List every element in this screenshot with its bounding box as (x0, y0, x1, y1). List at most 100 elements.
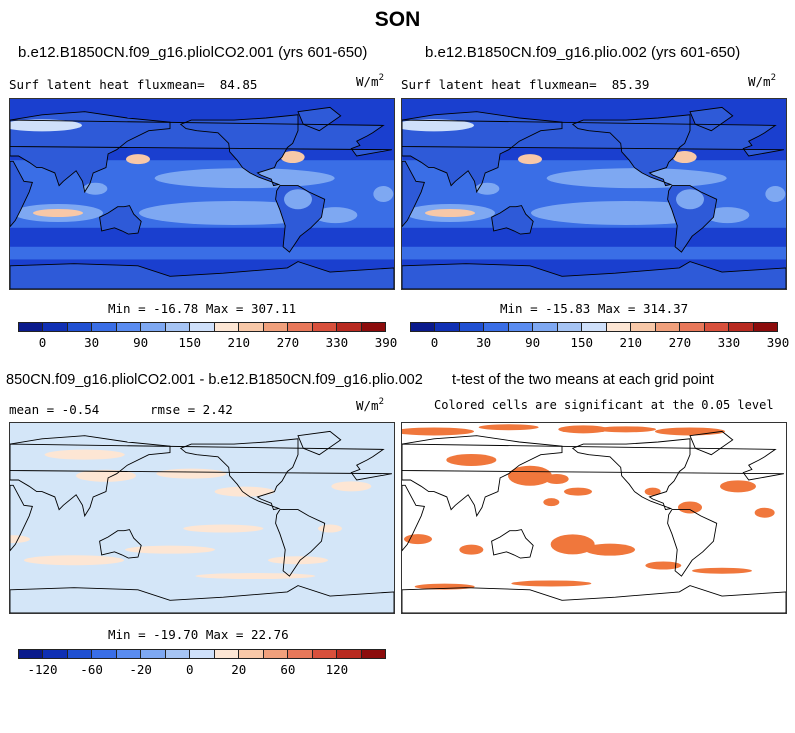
colorbar-tick-label: 20 (231, 662, 247, 677)
coastline-australia (99, 205, 142, 235)
colorbar-tick-label: 120 (325, 662, 349, 677)
colorbar-tick-label: 150 (178, 335, 202, 350)
panel1-map (9, 98, 395, 290)
gulf-stream-peak (672, 151, 697, 164)
colorbar-tick-label: 0 (185, 662, 194, 677)
colorbar-swatch (459, 323, 485, 331)
significant-region (558, 425, 609, 434)
coastline-africa (402, 160, 426, 228)
panel2-mean-value: 85.39 (611, 77, 650, 92)
colorbar-swatch (606, 323, 632, 331)
colorbar-swatch (753, 323, 778, 331)
southern-ocean-band (402, 246, 786, 260)
panel3-units: W/m2 (356, 397, 384, 413)
panel3-map (9, 422, 395, 614)
positive-diff-region (156, 468, 227, 479)
panel3-title: 850CN.f09_g16.pliolCO2.001 - b.e12.B1850… (6, 372, 423, 388)
coastline-antarctic (402, 261, 786, 289)
coastlines (10, 430, 394, 613)
panel1-mean-value: 84.85 (219, 77, 258, 92)
colorbar-swatch (729, 323, 754, 331)
colorbar-swatch (165, 650, 191, 658)
colorbar-swatch (92, 323, 117, 331)
positive-diff-region (125, 545, 215, 554)
panel2-stats: Surf latent heat fluxmean= 85.39 (401, 77, 649, 92)
panel4-map-image (402, 423, 786, 613)
colorbar-swatch (141, 323, 166, 331)
colorbar-swatch (337, 650, 362, 658)
amazon-high-flux (284, 189, 312, 210)
colorbar-swatch (655, 323, 681, 331)
panel1-colorbar (18, 322, 386, 332)
colorbar-tick-label: 270 (276, 335, 300, 350)
siberia-low-flux (10, 119, 82, 132)
colorbar-swatch (190, 323, 215, 331)
colorbar-tick-label: 0 (38, 335, 47, 350)
colorbar-swatch (43, 650, 68, 658)
panel4-subtitle: Colored cells are significant at the 0.0… (434, 398, 774, 412)
coastline-australia (491, 529, 534, 559)
coastline-greenland (297, 430, 342, 456)
significant-region (511, 580, 592, 587)
panel4-map (401, 422, 787, 614)
panel3-rmse: rmse = 2.42 (150, 402, 233, 417)
colorbar-swatch (288, 323, 313, 331)
panel2-mean-label: mean= (559, 77, 597, 92)
significant-region (692, 567, 752, 574)
coastline-samerica (275, 185, 326, 253)
colorbar-swatch (361, 323, 386, 331)
colorbar-swatch (165, 323, 191, 331)
coastline-antarctic (10, 585, 394, 613)
indian-ocean-peak (425, 209, 475, 217)
congo-high-flux (765, 186, 786, 202)
colorbar-swatch (411, 323, 436, 331)
colorbar-swatch (704, 323, 730, 331)
colorbar-swatch (263, 650, 289, 658)
colorbar-swatch (19, 323, 44, 331)
land-australia (99, 205, 142, 235)
coastline-samerica (667, 509, 718, 577)
figure-title: SON (374, 8, 421, 31)
colorbar-swatch (67, 323, 93, 331)
significant-region (478, 424, 539, 431)
coastline-europe (402, 119, 784, 157)
colorbar-swatch (557, 323, 583, 331)
colorbar-tick-label: -20 (129, 662, 152, 677)
colorbar-tick-label: 30 (84, 335, 100, 350)
coastline-namerica (571, 438, 691, 511)
colorbar-swatch (263, 323, 289, 331)
colorbar-tick-label: -120 (27, 662, 58, 677)
positive-diff-region (10, 535, 30, 544)
panel2-map (401, 98, 787, 290)
panel2-map-image (402, 99, 786, 289)
panel1-map-image (10, 99, 394, 289)
coastline-greenland (297, 106, 342, 132)
panel2-colorbar-ticks: 0 30 90 150 210 270 330 390 (410, 335, 790, 351)
panel3-colorbar (18, 649, 386, 659)
colorbar-swatch (361, 650, 386, 658)
colorbar-tick-label: -60 (80, 662, 103, 677)
land-africa (10, 161, 33, 227)
positive-diff-region (44, 449, 125, 460)
coastline-africa (10, 160, 34, 228)
north-pacific-high-flux (546, 168, 727, 189)
panel2-colorbar (410, 322, 778, 332)
panel2-minmax: Min = -15.83 Max = 314.37 (500, 301, 689, 316)
colorbar-swatch (43, 323, 68, 331)
colorbar-swatch (214, 650, 240, 658)
panel1-variable: Surf latent heat flux (9, 77, 168, 92)
colorbar-tick-label: 30 (476, 335, 492, 350)
colorbar-swatch (288, 650, 313, 658)
panel2-variable: Surf latent heat flux (401, 77, 560, 92)
colorbar-tick-label: 210 (227, 335, 251, 350)
amazon-high-flux (676, 189, 704, 210)
panel2-units: W/m2 (748, 73, 776, 89)
colorbar-swatch (631, 323, 656, 331)
maritime-continent-high-flux (475, 182, 500, 195)
kuroshio-peak (126, 154, 150, 165)
colorbar-swatch (312, 650, 338, 658)
panel2-title: b.e12.B1850CN.f09_g16.plio.002 (yrs 601-… (425, 44, 741, 61)
coastlines (402, 430, 786, 613)
positive-diff-region (195, 573, 316, 580)
indian-ocean-peak (33, 209, 83, 217)
